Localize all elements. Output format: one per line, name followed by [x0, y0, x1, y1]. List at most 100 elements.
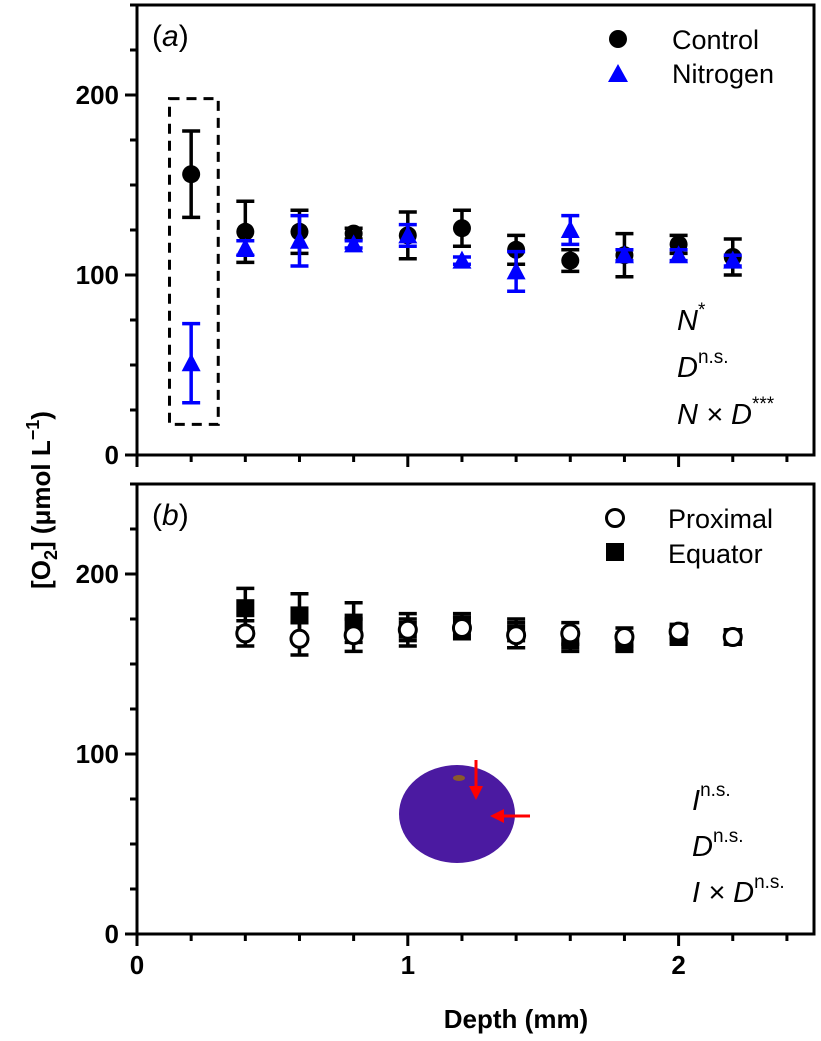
marker	[507, 240, 526, 259]
fruit-inset	[399, 760, 530, 863]
stat-b-3-base: I × D	[692, 877, 754, 909]
marker	[397, 619, 418, 640]
marker	[452, 219, 471, 238]
marker	[561, 251, 580, 270]
panel-a: (a) 0 100 200 Control Nitrogen N* Dn.s. N …	[76, 3, 816, 470]
point-nitrogen-5	[452, 250, 472, 269]
point-nitrogen-7	[560, 213, 580, 247]
panel-b-stats: In.s. Dn.s. I × Dn.s.	[692, 780, 785, 909]
x-tick-label-1: 1	[401, 950, 415, 980]
point-nitrogen-10	[723, 250, 743, 269]
legend-label-nitrogen: Nitrogen	[672, 59, 774, 89]
stat-b-3-sup: n.s.	[754, 872, 785, 893]
y-tick-label-a-100: 100	[76, 260, 119, 290]
point-nitrogen-2	[289, 213, 309, 268]
panel-b-letter: b	[162, 499, 179, 532]
point-nitrogen-9	[669, 245, 689, 264]
point-nitrogen-0	[181, 321, 201, 405]
stat-b-2-sup: n.s.	[713, 826, 744, 847]
y-tick-label-b-100: 100	[76, 739, 119, 769]
marker	[723, 250, 743, 269]
marker	[344, 234, 364, 253]
stat-a-2-sup: n.s.	[698, 347, 729, 368]
panel-b-legend: Proximal Equator	[605, 504, 773, 569]
marker	[451, 618, 472, 638]
point-proximal-5	[506, 620, 527, 650]
point-proximal-4	[451, 615, 472, 641]
marker	[290, 606, 309, 625]
point-proximal-3	[397, 617, 418, 643]
x-axis-title: Depth (mm)	[444, 1004, 588, 1034]
legend-marker-proximal	[605, 508, 625, 528]
arrow-proximal	[469, 760, 483, 800]
point-nitrogen-6	[506, 249, 526, 293]
marker	[398, 225, 418, 244]
point-control-5	[452, 208, 471, 248]
fruit-body	[399, 765, 515, 863]
stat-a-1-sup: *	[698, 300, 706, 321]
marker	[668, 621, 689, 642]
marker	[506, 625, 527, 646]
point-nitrogen-8	[614, 245, 634, 264]
point-nitrogen-1	[235, 238, 255, 257]
legend-marker-nitrogen	[608, 64, 628, 82]
point-proximal-2	[343, 617, 364, 654]
point-proximal-6	[560, 620, 581, 646]
point-nitrogen-4	[398, 222, 418, 248]
fruit-spot	[453, 775, 465, 781]
marker	[236, 599, 255, 618]
marker	[614, 627, 635, 647]
y-axis-title: [O2] (μmol L−1)	[23, 411, 61, 589]
legend-label-proximal: Proximal	[668, 504, 773, 534]
marker	[289, 230, 309, 249]
marker	[722, 627, 743, 647]
y-axis-title-part-2: ] (μmol L	[26, 440, 56, 550]
stat-b-1-sup: n.s.	[700, 780, 731, 801]
x-tick-label-0: 0	[130, 950, 144, 980]
stat-a-3-sup: ***	[752, 394, 775, 415]
point-control-0	[182, 129, 201, 220]
legend-marker-equator	[606, 543, 624, 561]
marker	[669, 245, 689, 264]
marker	[235, 623, 256, 644]
point-proximal-1	[289, 620, 310, 657]
panel-b: (b) 0 100 200 0 1 2 Proximal Equator In.s. Dn…	[76, 482, 816, 980]
marker	[506, 261, 526, 280]
legend-label-equator: Equator	[668, 539, 763, 569]
arrow-equator	[490, 809, 530, 823]
stat-a-3-base: N × D	[677, 399, 752, 431]
y-axis-title-superscript: −1	[23, 420, 43, 441]
marker	[560, 220, 580, 238]
stat-b-2: Dn.s.	[692, 826, 744, 863]
stat-a-2-base: D	[677, 352, 698, 384]
marker	[235, 238, 255, 256]
panel-a-label: (a)	[152, 20, 189, 53]
panel-a-legend: Control Nitrogen	[608, 25, 774, 89]
point-proximal-7	[614, 626, 635, 648]
y-tick-label-b-200: 200	[76, 559, 119, 589]
x-tick-label-2: 2	[671, 950, 685, 980]
marker	[344, 224, 363, 243]
point-proximal-9	[722, 627, 743, 647]
y-tick-label-a-200: 200	[76, 80, 119, 110]
marker	[181, 353, 201, 372]
marker	[236, 222, 255, 241]
y-axis-title-part-3: )	[26, 411, 56, 420]
marker	[343, 625, 364, 646]
stat-a-3: N × D***	[677, 394, 775, 431]
panel-b-label: (b)	[152, 499, 189, 532]
marker	[182, 165, 201, 184]
legend-label-control: Control	[672, 25, 759, 55]
panel-a-stats: N* Dn.s. N × D***	[677, 300, 775, 431]
stat-b-2-base: D	[692, 831, 713, 863]
point-proximal-8	[668, 621, 689, 642]
stat-b-3: I × Dn.s.	[692, 872, 785, 909]
marker	[560, 623, 581, 644]
stat-a-1-base: N	[677, 305, 698, 337]
stat-b-1: In.s.	[692, 780, 731, 817]
y-axis-title-subscript: 2	[41, 550, 61, 560]
stat-a-1: N*	[677, 300, 706, 337]
stat-b-1-base: I	[692, 785, 700, 817]
marker	[614, 245, 634, 264]
